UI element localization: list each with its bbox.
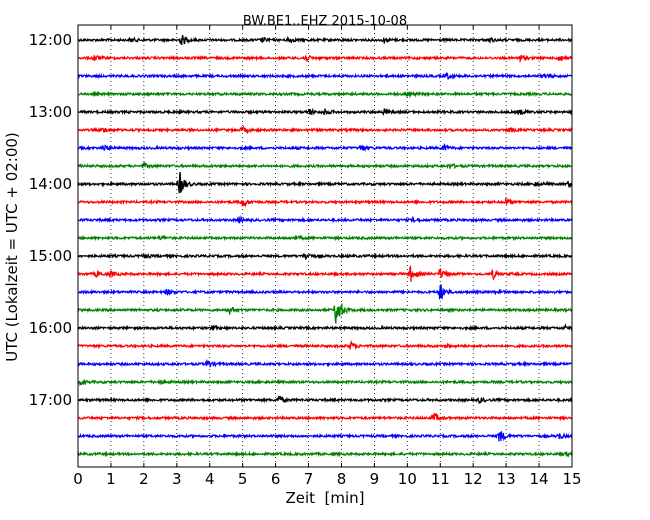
seismogram-trace-1630 <box>77 358 573 368</box>
x-axis-ticks: 0 1 2 3 4 5 6 7 8 9 10 11 12 13 14 15 <box>73 25 582 488</box>
x-tick-label: 12 <box>464 470 483 488</box>
x-tick-label: 0 <box>73 470 83 488</box>
seismogram-trace-1245 <box>77 90 573 99</box>
plot-frame <box>77 24 573 468</box>
seismogram-trace-1530 <box>77 284 573 301</box>
seismogram-trace-1330 <box>77 143 573 152</box>
y-tick-label: 14:00 <box>29 175 72 193</box>
x-tick-label: 14 <box>530 470 549 488</box>
seismogram-trace-1445 <box>77 234 573 242</box>
y-tick-label: 16:00 <box>29 319 72 337</box>
x-tick-label: 11 <box>431 470 450 488</box>
x-tick-label: 5 <box>238 470 248 488</box>
seismogram-trace-1500 <box>77 252 573 260</box>
seismogram-trace-1230 <box>77 72 573 80</box>
seismogram-trace-1545 <box>77 302 573 324</box>
seismogram-trace-1615 <box>77 339 573 350</box>
x-tick-label: 8 <box>337 470 347 488</box>
seismogram-trace-1715 <box>77 412 573 422</box>
seismogram-trace-1515 <box>77 264 573 282</box>
x-tick-label: 4 <box>205 470 215 488</box>
x-tick-label: 6 <box>271 470 281 488</box>
seismogram-trace-1300 <box>77 107 573 117</box>
x-tick-label: 10 <box>398 470 417 488</box>
y-tick-label: 13:00 <box>29 103 72 121</box>
x-tick-label: 3 <box>172 470 182 488</box>
grid-lines <box>110 25 540 467</box>
x-tick-label: 13 <box>497 470 516 488</box>
chart-title: BW.BE1..EHZ 2015-10-08 <box>243 14 407 29</box>
seismogram-trace-1215 <box>77 54 573 64</box>
seismogram-trace-1730 <box>77 431 573 442</box>
x-tick-label: 7 <box>304 470 314 488</box>
seismogram-trace-1700 <box>77 395 573 405</box>
x-axis-label: Zeit [min] <box>285 489 364 507</box>
x-tick-label: 9 <box>370 470 380 488</box>
seismogram-trace-1745 <box>77 450 573 458</box>
y-tick-label: 15:00 <box>29 247 72 265</box>
y-tick-label: 17:00 <box>29 391 72 409</box>
seismogram-trace-1345 <box>77 161 573 170</box>
seismogram-trace-1400 <box>77 171 573 194</box>
x-tick-label: 2 <box>139 470 149 488</box>
seismogram-trace-1315 <box>77 125 573 135</box>
seismogram-trace-1645 <box>77 378 573 387</box>
seismogram-trace-1415 <box>77 197 573 208</box>
seismogram-trace-1200 <box>77 35 573 46</box>
y-axis-label: UTC (Lokalzeit = UTC + 02:00) <box>3 132 21 362</box>
seismogram-trace-1430 <box>77 214 573 224</box>
x-tick-label: 15 <box>562 470 581 488</box>
seismogram-trace-1600 <box>77 323 573 332</box>
trace-group <box>77 35 573 458</box>
y-tick-label: 12:00 <box>29 31 72 49</box>
y-axis-ticks: 12:00 13:00 14:00 15:00 16:00 17:00 <box>29 31 572 409</box>
x-tick-label: 1 <box>106 470 116 488</box>
